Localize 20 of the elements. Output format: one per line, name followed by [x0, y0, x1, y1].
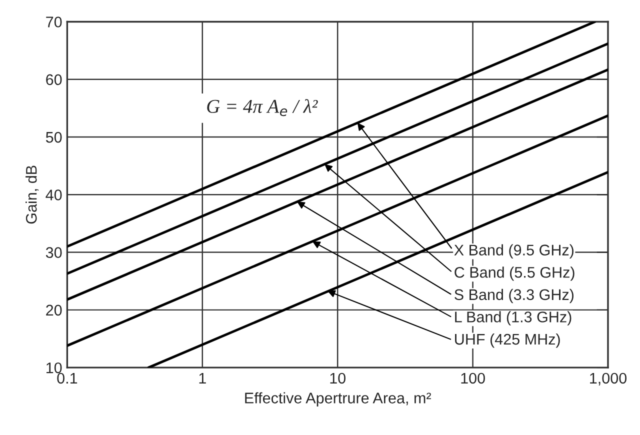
y-tick-label: 40	[46, 190, 62, 200]
annotation: S Band (3.3 GHz)	[454, 288, 574, 304]
y-tick-label: 50	[46, 132, 62, 143]
y-axis-title: Gain, dB	[26, 166, 39, 224]
y-tick-label: 70	[46, 16, 62, 28]
y-tick-label: 60	[46, 74, 62, 86]
x-tick-label: 10	[330, 372, 346, 384]
annotation: G = 4π A$_{e}$ / λ²	[207, 99, 318, 116]
x-axis-title: Effective Apertrure Area, m²	[245, 392, 432, 406]
annotation: L Band (1.3 GHz)	[455, 311, 572, 326]
x-tick-label: 100	[461, 372, 485, 384]
y-tick-label: 30	[46, 247, 62, 258]
x-tick-label: 1,000	[590, 372, 627, 386]
annotation: C Band (5.5 GHz)	[454, 266, 574, 281]
x-tick-label: 0.1	[57, 372, 78, 384]
y-tick-label: 20	[46, 304, 62, 316]
annotation: X Band (9.5 GHz)	[454, 244, 574, 258]
x-tick-label: 1	[199, 372, 206, 384]
y-tick-label: 10	[46, 362, 62, 374]
annotation: UHF (425 MHz)	[455, 333, 560, 348]
